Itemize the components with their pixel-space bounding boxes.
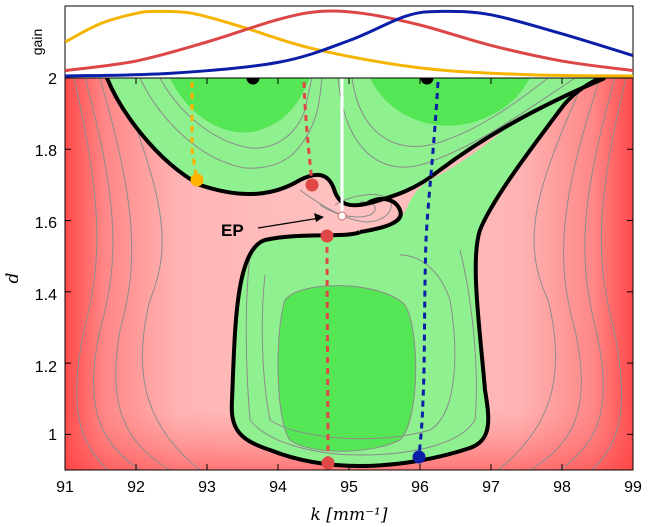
marker-red-bottom (321, 456, 335, 470)
y-tick-label: 1.4 (35, 287, 57, 304)
y-tick-label: 1.8 (35, 143, 57, 160)
gain-core-upper-left (170, 78, 310, 133)
x-tick-label: 94 (269, 479, 287, 496)
gain-core-lower (278, 285, 416, 452)
gain-contours (139, 78, 576, 456)
gain-core-upper-right (370, 78, 530, 126)
x-tick-labels: 91 92 93 94 95 96 97 98 99 (56, 479, 642, 496)
x-tick-label: 96 (411, 479, 429, 496)
y-tick-labels: 1 1.2 1.4 1.6 1.8 2 (35, 71, 57, 444)
marker-orange (190, 173, 204, 187)
gain-curve-red (65, 9, 633, 73)
gain-curve-orange (65, 9, 633, 78)
trajectory-blue (417, 81, 440, 457)
x-tick-label: 97 (482, 479, 500, 496)
x-tick-label: 95 (340, 479, 358, 496)
trajectory-red-lower (325, 235, 330, 463)
x-tick-label: 92 (127, 479, 145, 496)
trajectories (190, 81, 440, 463)
trajectory-red-upper (302, 81, 314, 186)
y-tick-label: 1.2 (35, 359, 57, 376)
ep-arrowhead (314, 213, 324, 222)
y-tick-label: 1.6 (35, 215, 57, 232)
ep-arrow (257, 217, 321, 229)
marker-red-upper (305, 178, 319, 192)
y-tick-label: 2 (48, 71, 57, 88)
contour-panel (65, 78, 633, 470)
gain-curve-blue (65, 9, 633, 78)
x-ticks (64, 78, 634, 470)
y-tick-label: 1 (48, 427, 57, 444)
marker-blue (412, 450, 426, 464)
x-tick-label: 91 (56, 479, 74, 496)
marker-red-middle (320, 229, 334, 243)
x-tick-label: 93 (198, 479, 216, 496)
loss-contours (73, 78, 627, 470)
ep-label: EP (221, 221, 244, 240)
trajectory-orange (190, 82, 199, 181)
ep-marker (337, 211, 347, 221)
x-axis-label: k [mm⁻¹] (311, 505, 388, 525)
gain-axis-label: gain (29, 29, 45, 55)
gain-panel: gain (29, 5, 634, 79)
y-axis-label: d (3, 272, 23, 283)
x-tick-label: 98 (553, 479, 571, 496)
x-tick-label: 99 (624, 479, 642, 496)
